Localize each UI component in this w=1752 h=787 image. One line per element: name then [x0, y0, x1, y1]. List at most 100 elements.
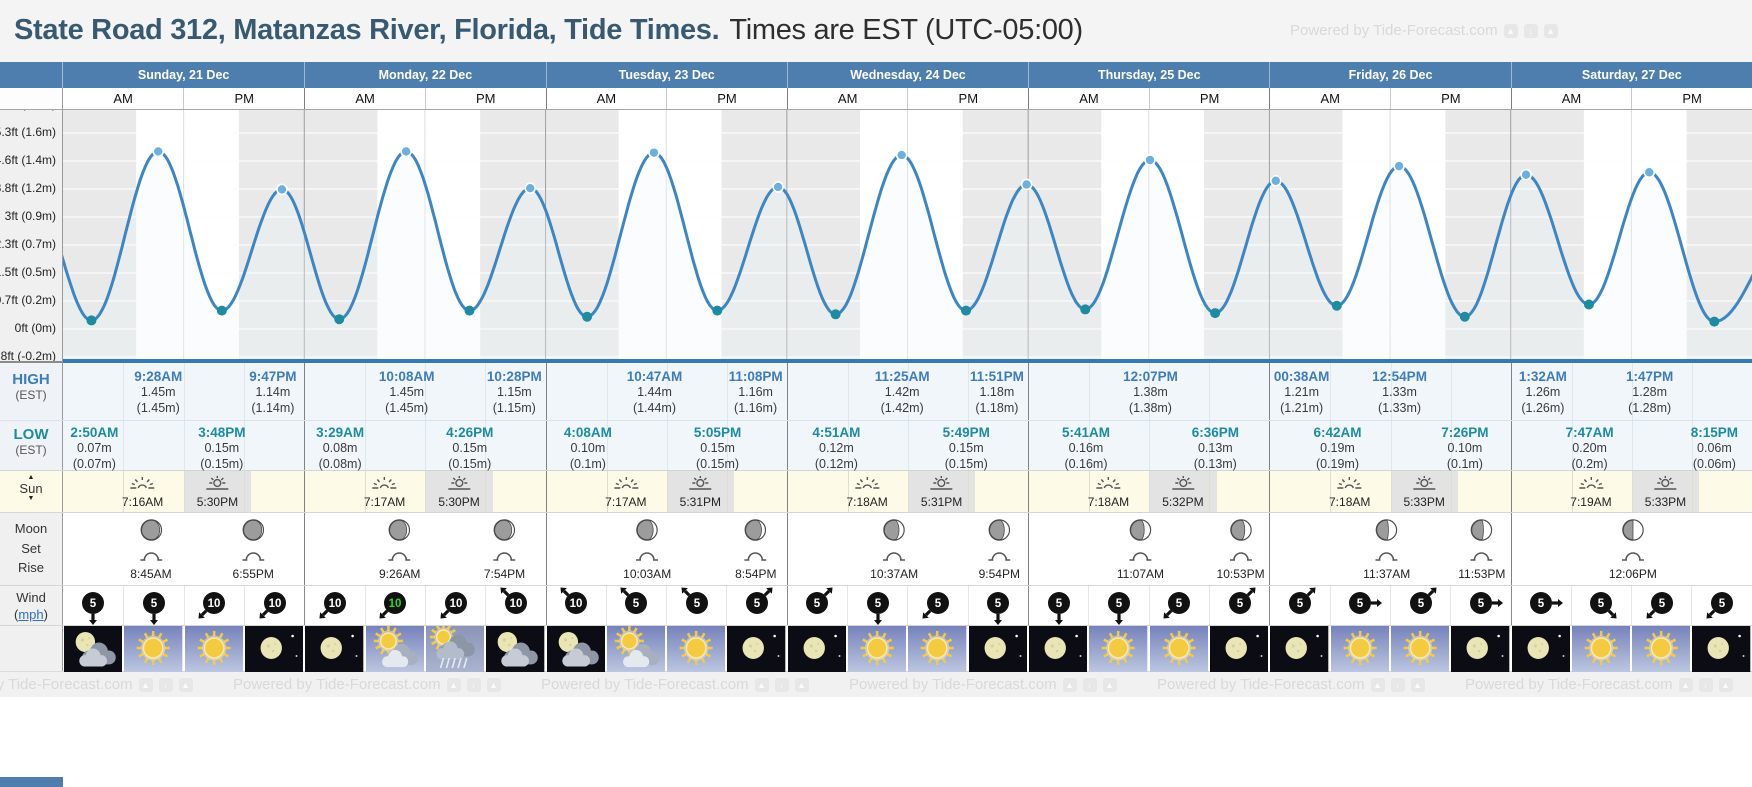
- clear-night-icon: [1209, 626, 1269, 672]
- sunset-icon: [1654, 476, 1677, 490]
- sunrise-time: 7:18AM: [1329, 495, 1371, 509]
- high-tide-height: 1.38m: [1133, 385, 1168, 400]
- sunrise-time: 7:18AM: [1087, 495, 1130, 509]
- y-axis-tick-label: 6ft (1.8m): [5, 110, 56, 111]
- sunset-time: 5:31PM: [679, 495, 722, 509]
- moonrise-icon: [988, 552, 1011, 561]
- upload-badge-icon: ▲: [794, 677, 809, 692]
- cell-separator: [1089, 363, 1091, 420]
- moon-row-label: Moon Set Rise: [0, 513, 63, 585]
- sun-expand-down-icon[interactable]: ▼: [27, 494, 35, 502]
- pm-label: PM: [1390, 88, 1511, 109]
- cell-separator: [1390, 471, 1392, 512]
- wind-cell: 5: [1269, 586, 1329, 625]
- weather-cell: [364, 626, 425, 672]
- high-tide-entry: 11:25AM 1.42m (1.42m): [875, 369, 930, 416]
- moonset-time: 12:06PM: [1608, 567, 1657, 581]
- weather-cell: [605, 626, 667, 672]
- mph-unit-link[interactable]: mph: [18, 606, 44, 622]
- cell-separator: [726, 363, 728, 420]
- high-tide-height: 1.15m: [496, 385, 532, 400]
- moonrise-icon: [744, 552, 767, 561]
- sunset-time: 5:33PM: [1403, 495, 1445, 509]
- high-tide-height: 1.44m: [637, 385, 672, 400]
- wind-label: Wind: [16, 590, 46, 605]
- low-tide-height: 0.06m: [1697, 441, 1732, 456]
- high-tide-time: 10:47AM: [626, 369, 683, 384]
- low-tide-row: LOW (EST) 2:50AM 0.07m (0.07m) 3:48PM 0.15m(…: [0, 420, 1752, 472]
- download-badge-icon: ↓: [1390, 677, 1405, 692]
- svg-text:5: 5: [1055, 598, 1062, 610]
- download-badge-icon: ↓: [1082, 677, 1097, 692]
- cell-separator: [485, 421, 487, 470]
- high-tide-height-alt: (1.38m): [1128, 400, 1172, 415]
- low-tide-time: 7:26PM: [1441, 425, 1489, 440]
- svg-text:5: 5: [1538, 598, 1545, 610]
- clear-night-icon: [1270, 626, 1329, 672]
- sun-expand-up-icon[interactable]: ▲: [27, 474, 35, 481]
- title-bar: State Road 312, Matanzas River, Florida,…: [0, 0, 1752, 62]
- high-label: HIGH: [12, 371, 50, 388]
- moonset-icon: [883, 552, 906, 561]
- sunset-icon: [206, 476, 229, 490]
- wind-arrow-icon: 5: [866, 591, 889, 625]
- weather-cell: [726, 626, 787, 672]
- sunset-entry: 5:32PM: [1162, 475, 1204, 509]
- sunrise-time: 7:17AM: [605, 495, 647, 509]
- sunset-time: 5:32PM: [1162, 495, 1204, 509]
- low-tide-time: 3:48PM: [198, 425, 246, 440]
- wind-cell: 5: [1691, 586, 1751, 625]
- sun-row-label[interactable]: ▲ Sun ▼: [0, 471, 63, 512]
- photo-badge-icon: ▲: [446, 677, 461, 692]
- high-tide-entry: 10:08AM 1.45m (1.45m): [379, 369, 435, 416]
- low-tide-cell: 2:50AM 0.07m (0.07m) 3:48PM 0.15m (0.15m): [63, 421, 304, 471]
- rain-icon: [425, 626, 485, 672]
- ampm-cell: AM PM: [1510, 88, 1752, 109]
- upload-badge-icon: ▲: [178, 677, 193, 692]
- low-tide-height-alt: (0.2m): [1571, 456, 1608, 471]
- clear-night-icon: [1451, 626, 1510, 672]
- low-tide-height-alt: (0.19m): [1315, 456, 1360, 471]
- svg-text:5: 5: [90, 598, 97, 610]
- low-tide-height-alt: (0.15m): [944, 456, 988, 471]
- wind-arrow-icon: 5: [1469, 591, 1503, 614]
- cell-separator: [1571, 471, 1573, 512]
- sunset-entry: 5:31PM: [680, 475, 721, 508]
- low-tide-entry: 4:08AM 0.10m (0.1m): [564, 425, 612, 472]
- low-tide-height-alt: (0.1m): [569, 456, 606, 471]
- footer-powered-by-text: Powered by Tide-Forecast.com: [849, 676, 1057, 693]
- sunrise-entry: 7:18AM: [1088, 475, 1129, 508]
- wind-arrow-icon: 5: [922, 591, 950, 619]
- wind-cell: 10: [424, 586, 485, 625]
- cell-separator: [1149, 363, 1151, 420]
- low-tide-entry: 7:47AM 0.20m (0.2m): [1566, 425, 1614, 472]
- footer-powered-by: Powered by Tide-Forecast.com ▲ ↓ ▲: [541, 676, 849, 693]
- day-header-row: Sunday, 21 Dec Monday, 22 Dec Tuesday, 23 …: [0, 62, 1752, 88]
- download-badge-icon: ↓: [774, 677, 789, 692]
- wind-arrow-icon: 5: [746, 586, 773, 614]
- cell-separator: [968, 471, 970, 512]
- page-title-timezone: Times are EST (UTC-05:00): [729, 14, 1083, 46]
- download-badge-icon: ↓: [1523, 23, 1538, 38]
- footer-powered-by: Powered by Tide-Forecast.com ▲ ↓ ▲: [1157, 676, 1465, 693]
- low-tide-height-alt: (0.15m): [696, 456, 740, 471]
- pm-label: PM: [666, 88, 787, 109]
- y-axis-tick-label: 1.5ft (0.5m): [0, 265, 56, 279]
- high-tide-entry: 00:38AM 1.21m (1.21m): [1274, 369, 1330, 416]
- y-axis-tick-label: -0.8ft (-0.2m): [0, 348, 56, 363]
- moon-cell: 11:07AM 10:53PM: [1028, 513, 1269, 585]
- wind-cell: 10: [364, 586, 425, 625]
- wind-cell: 10: [243, 586, 304, 625]
- high-tide-height: 1.26m: [1525, 385, 1561, 400]
- wind-arrow-icon: 5: [1409, 586, 1437, 614]
- ampm-cell: AM PM: [304, 88, 545, 109]
- cell-separator: [847, 421, 849, 470]
- wind-cell: 5: [1088, 586, 1148, 625]
- footer-powered-by-text: Powered by Tide-Forecast.com: [541, 676, 749, 693]
- moonrise-time: 11:53PM: [1458, 567, 1506, 581]
- cell-separator: [968, 363, 970, 420]
- sunny-icon: [1571, 626, 1631, 672]
- sun-cell: 7:18AM 5:32PM: [1028, 471, 1269, 512]
- upload-badge-icon: ▲: [1543, 23, 1558, 38]
- svg-text:5: 5: [814, 598, 821, 610]
